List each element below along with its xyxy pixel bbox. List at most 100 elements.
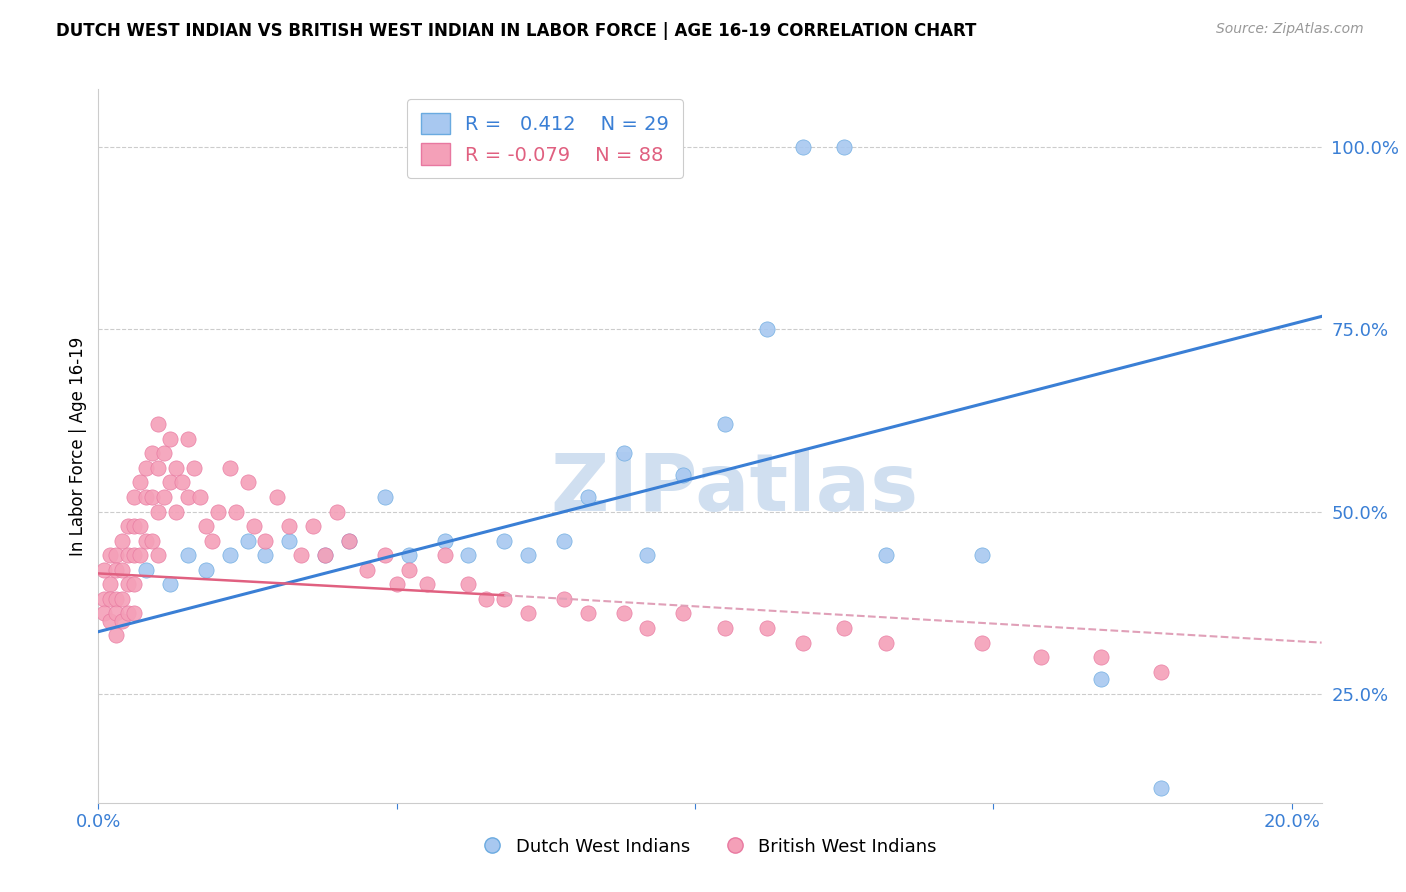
Point <box>494 591 516 606</box>
Point <box>576 490 599 504</box>
Point <box>337 533 360 548</box>
Point <box>254 533 277 548</box>
Point <box>875 635 897 649</box>
Point <box>356 563 378 577</box>
Point <box>553 591 575 606</box>
Point <box>1031 650 1053 665</box>
Point <box>236 533 259 548</box>
Point <box>105 563 128 577</box>
Point <box>832 140 855 154</box>
Point <box>111 614 134 628</box>
Point <box>201 533 224 548</box>
Point <box>153 446 176 460</box>
Point <box>93 563 115 577</box>
Point <box>517 607 540 621</box>
Point <box>122 577 145 591</box>
Text: DUTCH WEST INDIAN VS BRITISH WEST INDIAN IN LABOR FORCE | AGE 16-19 CORRELATION : DUTCH WEST INDIAN VS BRITISH WEST INDIAN… <box>56 22 977 40</box>
Point <box>1090 650 1112 665</box>
Point <box>337 533 360 548</box>
Point <box>374 490 396 504</box>
Point <box>672 468 695 483</box>
Point <box>135 490 157 504</box>
Point <box>792 635 814 649</box>
Point <box>415 577 437 591</box>
Point <box>122 519 145 533</box>
Point <box>970 548 993 562</box>
Point <box>146 417 169 432</box>
Point <box>98 614 121 628</box>
Point <box>714 417 737 432</box>
Point <box>576 607 599 621</box>
Point <box>129 548 152 562</box>
Text: Source: ZipAtlas.com: Source: ZipAtlas.com <box>1216 22 1364 37</box>
Point <box>146 460 169 475</box>
Point <box>236 475 259 490</box>
Point <box>165 460 187 475</box>
Point <box>266 490 288 504</box>
Point <box>636 621 658 635</box>
Point <box>457 548 479 562</box>
Point <box>141 490 163 504</box>
Point <box>135 533 157 548</box>
Point <box>159 432 181 446</box>
Point <box>105 628 128 642</box>
Point <box>398 563 420 577</box>
Point <box>183 460 205 475</box>
Point <box>672 607 695 621</box>
Point <box>832 621 855 635</box>
Point <box>159 475 181 490</box>
Point <box>218 460 240 475</box>
Point <box>170 475 193 490</box>
Point <box>117 607 139 621</box>
Point <box>553 533 575 548</box>
Point <box>225 504 247 518</box>
Point <box>254 548 277 562</box>
Point <box>1149 781 1171 796</box>
Point <box>105 548 128 562</box>
Point <box>98 577 121 591</box>
Point <box>188 490 211 504</box>
Point <box>98 548 121 562</box>
Point <box>755 621 778 635</box>
Point <box>141 446 163 460</box>
Point <box>194 519 217 533</box>
Point <box>98 591 121 606</box>
Point <box>177 490 200 504</box>
Point <box>117 548 139 562</box>
Point <box>433 548 456 562</box>
Point <box>314 548 336 562</box>
Point <box>517 548 540 562</box>
Point <box>146 504 169 518</box>
Point <box>457 577 479 591</box>
Point <box>207 504 229 518</box>
Point <box>177 548 200 562</box>
Point <box>636 548 658 562</box>
Point <box>111 533 134 548</box>
Point <box>93 591 115 606</box>
Point <box>111 591 134 606</box>
Point <box>875 548 897 562</box>
Point <box>398 548 420 562</box>
Point <box>755 322 778 336</box>
Point <box>105 607 128 621</box>
Point <box>117 519 139 533</box>
Point <box>792 140 814 154</box>
Point <box>122 607 145 621</box>
Point <box>242 519 264 533</box>
Point <box>165 504 187 518</box>
Point <box>141 533 163 548</box>
Point <box>433 533 456 548</box>
Point <box>1090 672 1112 686</box>
Point <box>135 563 157 577</box>
Point <box>177 432 200 446</box>
Point <box>122 548 145 562</box>
Text: ZIPatlas: ZIPatlas <box>550 450 918 528</box>
Point <box>278 533 301 548</box>
Point <box>111 563 134 577</box>
Point <box>714 621 737 635</box>
Point <box>129 519 152 533</box>
Point <box>612 607 634 621</box>
Point <box>159 577 181 591</box>
Point <box>612 446 634 460</box>
Point <box>129 475 152 490</box>
